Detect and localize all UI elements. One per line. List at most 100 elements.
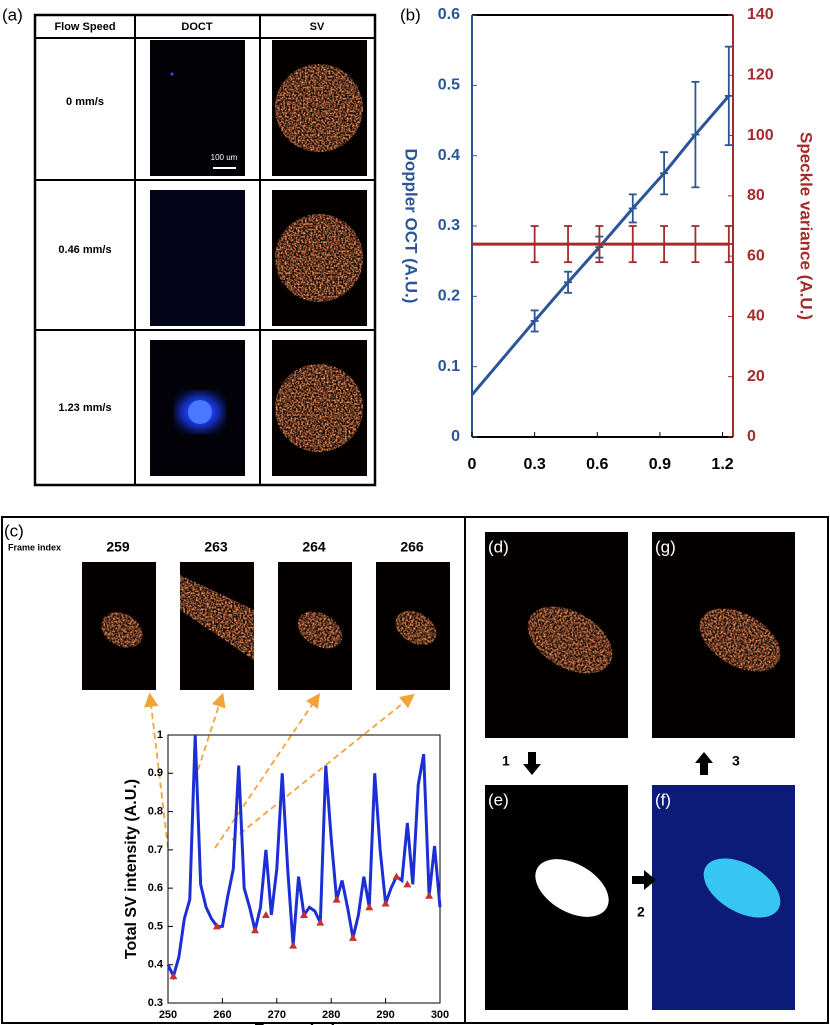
step-arrow: [695, 752, 713, 775]
y-tick-label: 0.4: [438, 147, 460, 164]
frame-arrow: [214, 693, 321, 849]
minimum-marker: [348, 933, 357, 941]
frame-arrow: [144, 692, 169, 849]
error-bar: [724, 225, 733, 264]
minimum-marker: [392, 872, 401, 880]
y2-axis-label: Speckle variance (A.U.): [797, 132, 816, 320]
error-bar: [691, 225, 700, 264]
sv-speckle: [275, 214, 363, 302]
y2-tick-label: 40: [747, 308, 765, 325]
error-bar: [628, 193, 637, 224]
table-header: SV: [310, 21, 325, 33]
error-bar: [530, 225, 539, 264]
row-label: 1.23 mm/s: [58, 402, 111, 414]
y-tick-label: 0.6: [438, 6, 460, 23]
y2-tick-label: 80: [747, 187, 765, 204]
y-tick-label: 0.4: [148, 959, 164, 971]
y-tick-label: 0: [451, 428, 460, 445]
frame-number: 259: [106, 539, 130, 555]
y2-tick-label: 20: [747, 368, 765, 385]
y-axis-label: Doppler OCT (A.U.): [402, 149, 421, 304]
x-tick-label: 260: [213, 1009, 231, 1021]
scale-bar-label: 100 um: [211, 153, 238, 162]
y-tick-label: 0.7: [148, 844, 163, 856]
speckle-d: [527, 606, 613, 674]
x-tick-label: 290: [376, 1009, 394, 1021]
panel-label: (c): [4, 521, 24, 540]
error-bar: [628, 225, 637, 264]
series-line: [470, 94, 730, 396]
step-arrow: [632, 870, 656, 890]
minimum-marker: [381, 899, 390, 907]
minimum-marker: [300, 910, 308, 918]
minimum-marker: [289, 941, 298, 949]
table-header: DOCT: [181, 21, 212, 33]
frame-arrow: [231, 693, 415, 841]
panel-label: (e): [488, 790, 509, 809]
y-axis-label: Total SV intensity (A.U.): [123, 779, 140, 959]
y-tick-label: 0.6: [148, 882, 163, 894]
plot-frame: [167, 734, 441, 1004]
sv-speckle: [275, 64, 363, 152]
minimum-marker: [251, 926, 260, 934]
frame-index-label: Frame index: [8, 542, 61, 552]
panel-label: (g): [655, 537, 676, 556]
y-tick-label: 0.5: [148, 920, 163, 932]
y-tick-label: 1: [157, 729, 163, 741]
label-f: [703, 858, 781, 918]
panel-border: [1, 516, 829, 1024]
frame-speckle: [180, 575, 254, 660]
y2-tick-label: 140: [747, 6, 774, 23]
frame-arrows: [144, 692, 415, 849]
panel-label: (d): [488, 537, 509, 556]
minimum-marker: [261, 910, 270, 918]
frame-arrow: [197, 692, 226, 771]
doct-image: [150, 190, 245, 326]
x-tick-label: 0.3: [524, 456, 546, 473]
x-tick-label: 0: [468, 456, 477, 473]
frame-number: 263: [204, 539, 228, 555]
y2-tick-label: 120: [747, 67, 774, 84]
step-label: 1: [502, 753, 510, 769]
frame-speckle: [297, 611, 343, 649]
x-tick-label: 280: [322, 1009, 340, 1021]
error-bar: [691, 80, 700, 189]
step-label: 2: [637, 904, 645, 920]
x-tick-label: 250: [159, 1009, 177, 1021]
error-bar: [564, 270, 573, 294]
minimum-marker: [425, 891, 434, 899]
x-tick-label: 270: [268, 1009, 286, 1021]
minimum-marker: [332, 895, 341, 903]
y-tick-label: 0.5: [438, 77, 460, 94]
error-bar: [724, 45, 733, 147]
x-tick-label: 300: [431, 1009, 449, 1021]
frame-number: 266: [400, 539, 424, 555]
y2-tick-label: 60: [747, 247, 765, 264]
table-header: Flow Speed: [54, 21, 115, 33]
row-label: 0 mm/s: [66, 96, 104, 108]
speckle-g: [699, 608, 781, 672]
error-bar: [595, 225, 604, 264]
error-bar: [530, 309, 539, 333]
step-arrow: [523, 752, 541, 775]
minimum-marker: [169, 972, 178, 980]
doct-image: [150, 40, 245, 176]
panel-label: (a): [2, 5, 23, 24]
mask-e: [535, 859, 609, 917]
x-tick-label: 0.6: [586, 456, 608, 473]
minimum-marker: [316, 918, 325, 926]
y-tick-label: 0.3: [438, 217, 460, 234]
y-tick-label: 0.9: [148, 767, 163, 779]
flow-table: Flow Speed DOCT SV 0 mm/s 0.46 mm/s 1.23…: [33, 13, 377, 487]
panel-label: (f): [655, 790, 671, 809]
x-tick-label: 1.2: [711, 456, 733, 473]
minimum-marker: [365, 903, 374, 911]
minimum-marker: [212, 922, 221, 930]
error-bar: [564, 225, 573, 264]
sv-speckle: [275, 364, 363, 452]
doct-flow: [188, 400, 212, 424]
error-bar: [660, 225, 669, 264]
frame-speckle: [395, 610, 437, 646]
y-tick-label: 0.1: [438, 358, 460, 375]
